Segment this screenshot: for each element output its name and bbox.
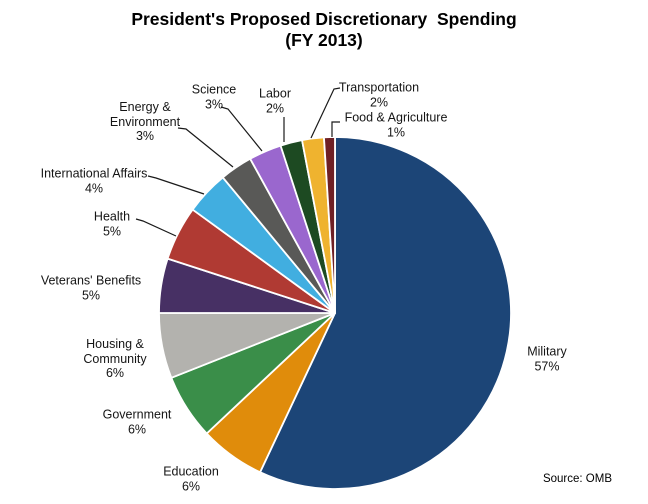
leader-line-transportation — [310, 87, 341, 139]
pie-slice-military — [259, 136, 512, 490]
leader-line-health — [135, 218, 177, 237]
leader-line-energy-environment — [177, 127, 234, 168]
leader-line-international-affairs — [147, 175, 205, 195]
chart-title-line2: (FY 2013) — [285, 30, 363, 51]
chart-title-line1: President's Proposed Discretionary Spend… — [131, 9, 517, 29]
pie-slice-food-agriculture — [323, 136, 336, 314]
leader-line-food-agriculture — [331, 121, 340, 137]
chart-title: President's Proposed Discretionary Spend… — [0, 9, 648, 52]
leader-line-science — [220, 106, 263, 152]
source-note: Source: OMB — [542, 473, 612, 485]
